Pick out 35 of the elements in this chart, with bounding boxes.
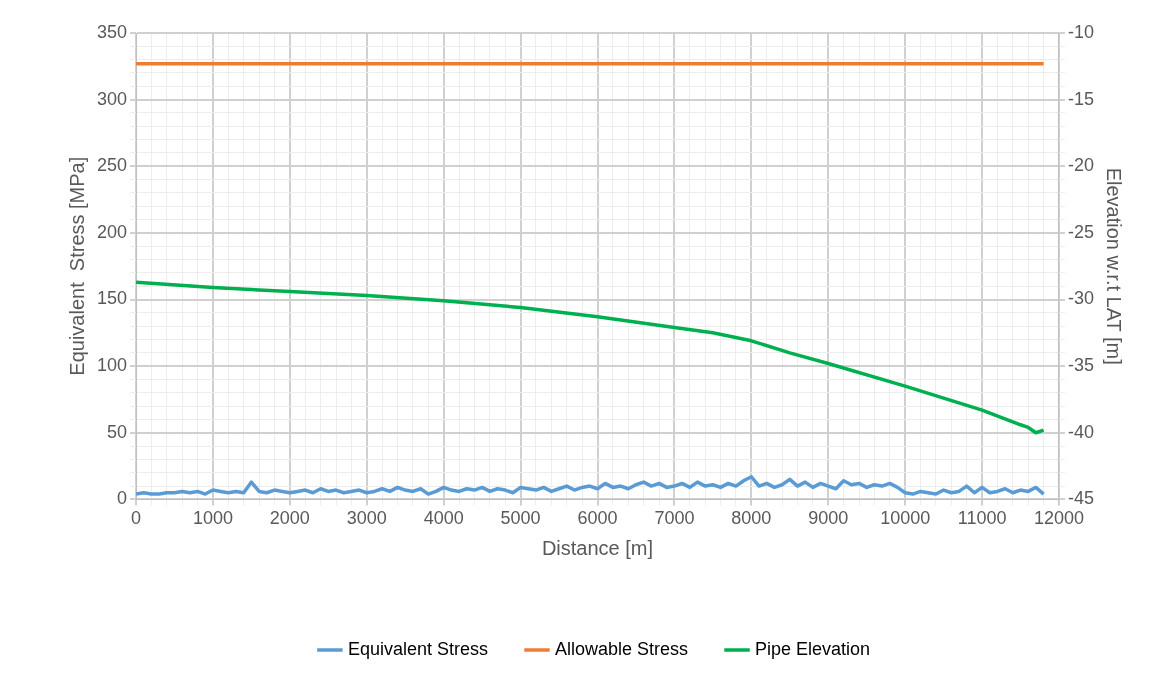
y-tick-label: 200 xyxy=(96,221,128,242)
x-tick-label: 0 xyxy=(131,508,142,529)
x-tick-label: 1000 xyxy=(192,508,233,529)
x-tick-label: 3000 xyxy=(346,508,387,529)
y2-tick-label: -15 xyxy=(1067,88,1094,109)
y-tick-label: 300 xyxy=(96,88,128,109)
y-tick-label: 100 xyxy=(96,355,128,376)
x-tick-label: 6000 xyxy=(577,508,618,529)
y2-tick-label: -30 xyxy=(1067,288,1094,309)
y2-tick-label: -20 xyxy=(1067,155,1094,176)
y2-tick-label: -35 xyxy=(1067,355,1094,376)
y2-tick-label: -25 xyxy=(1067,221,1094,242)
legend-label: Equivalent Stress xyxy=(347,638,488,659)
y-tick-label: 350 xyxy=(96,21,128,42)
y-axis-title: Equivalent Stress [MPa] xyxy=(65,156,88,376)
legend-label: Allowable Stress xyxy=(554,638,689,659)
x-axis-title: Distance [m] xyxy=(541,536,654,559)
x-tick-label: 4000 xyxy=(423,508,464,529)
y2-axis-title: Elevation w.r.t LAT [m] xyxy=(1103,167,1126,365)
y-tick-label: 50 xyxy=(107,421,128,442)
y2-tick-label: -40 xyxy=(1067,421,1094,442)
x-tick-label: 7000 xyxy=(654,508,695,529)
y2-tick-label: -45 xyxy=(1067,488,1094,509)
x-tick-label: 5000 xyxy=(500,508,541,529)
legend-label: Pipe Elevation xyxy=(755,638,871,659)
x-tick-label: 12000 xyxy=(1033,508,1085,529)
y-tick-label: 150 xyxy=(96,288,128,309)
x-tick-label: 10000 xyxy=(880,508,931,529)
x-tick-label: 9000 xyxy=(808,508,849,529)
y-tick-label: 250 xyxy=(96,155,128,176)
x-tick-label: 2000 xyxy=(269,508,310,529)
x-tick-label: 11000 xyxy=(957,508,1007,529)
x-tick-label: 8000 xyxy=(731,508,772,529)
y2-tick-label: -10 xyxy=(1067,21,1094,42)
y-tick-label: 0 xyxy=(117,488,128,509)
